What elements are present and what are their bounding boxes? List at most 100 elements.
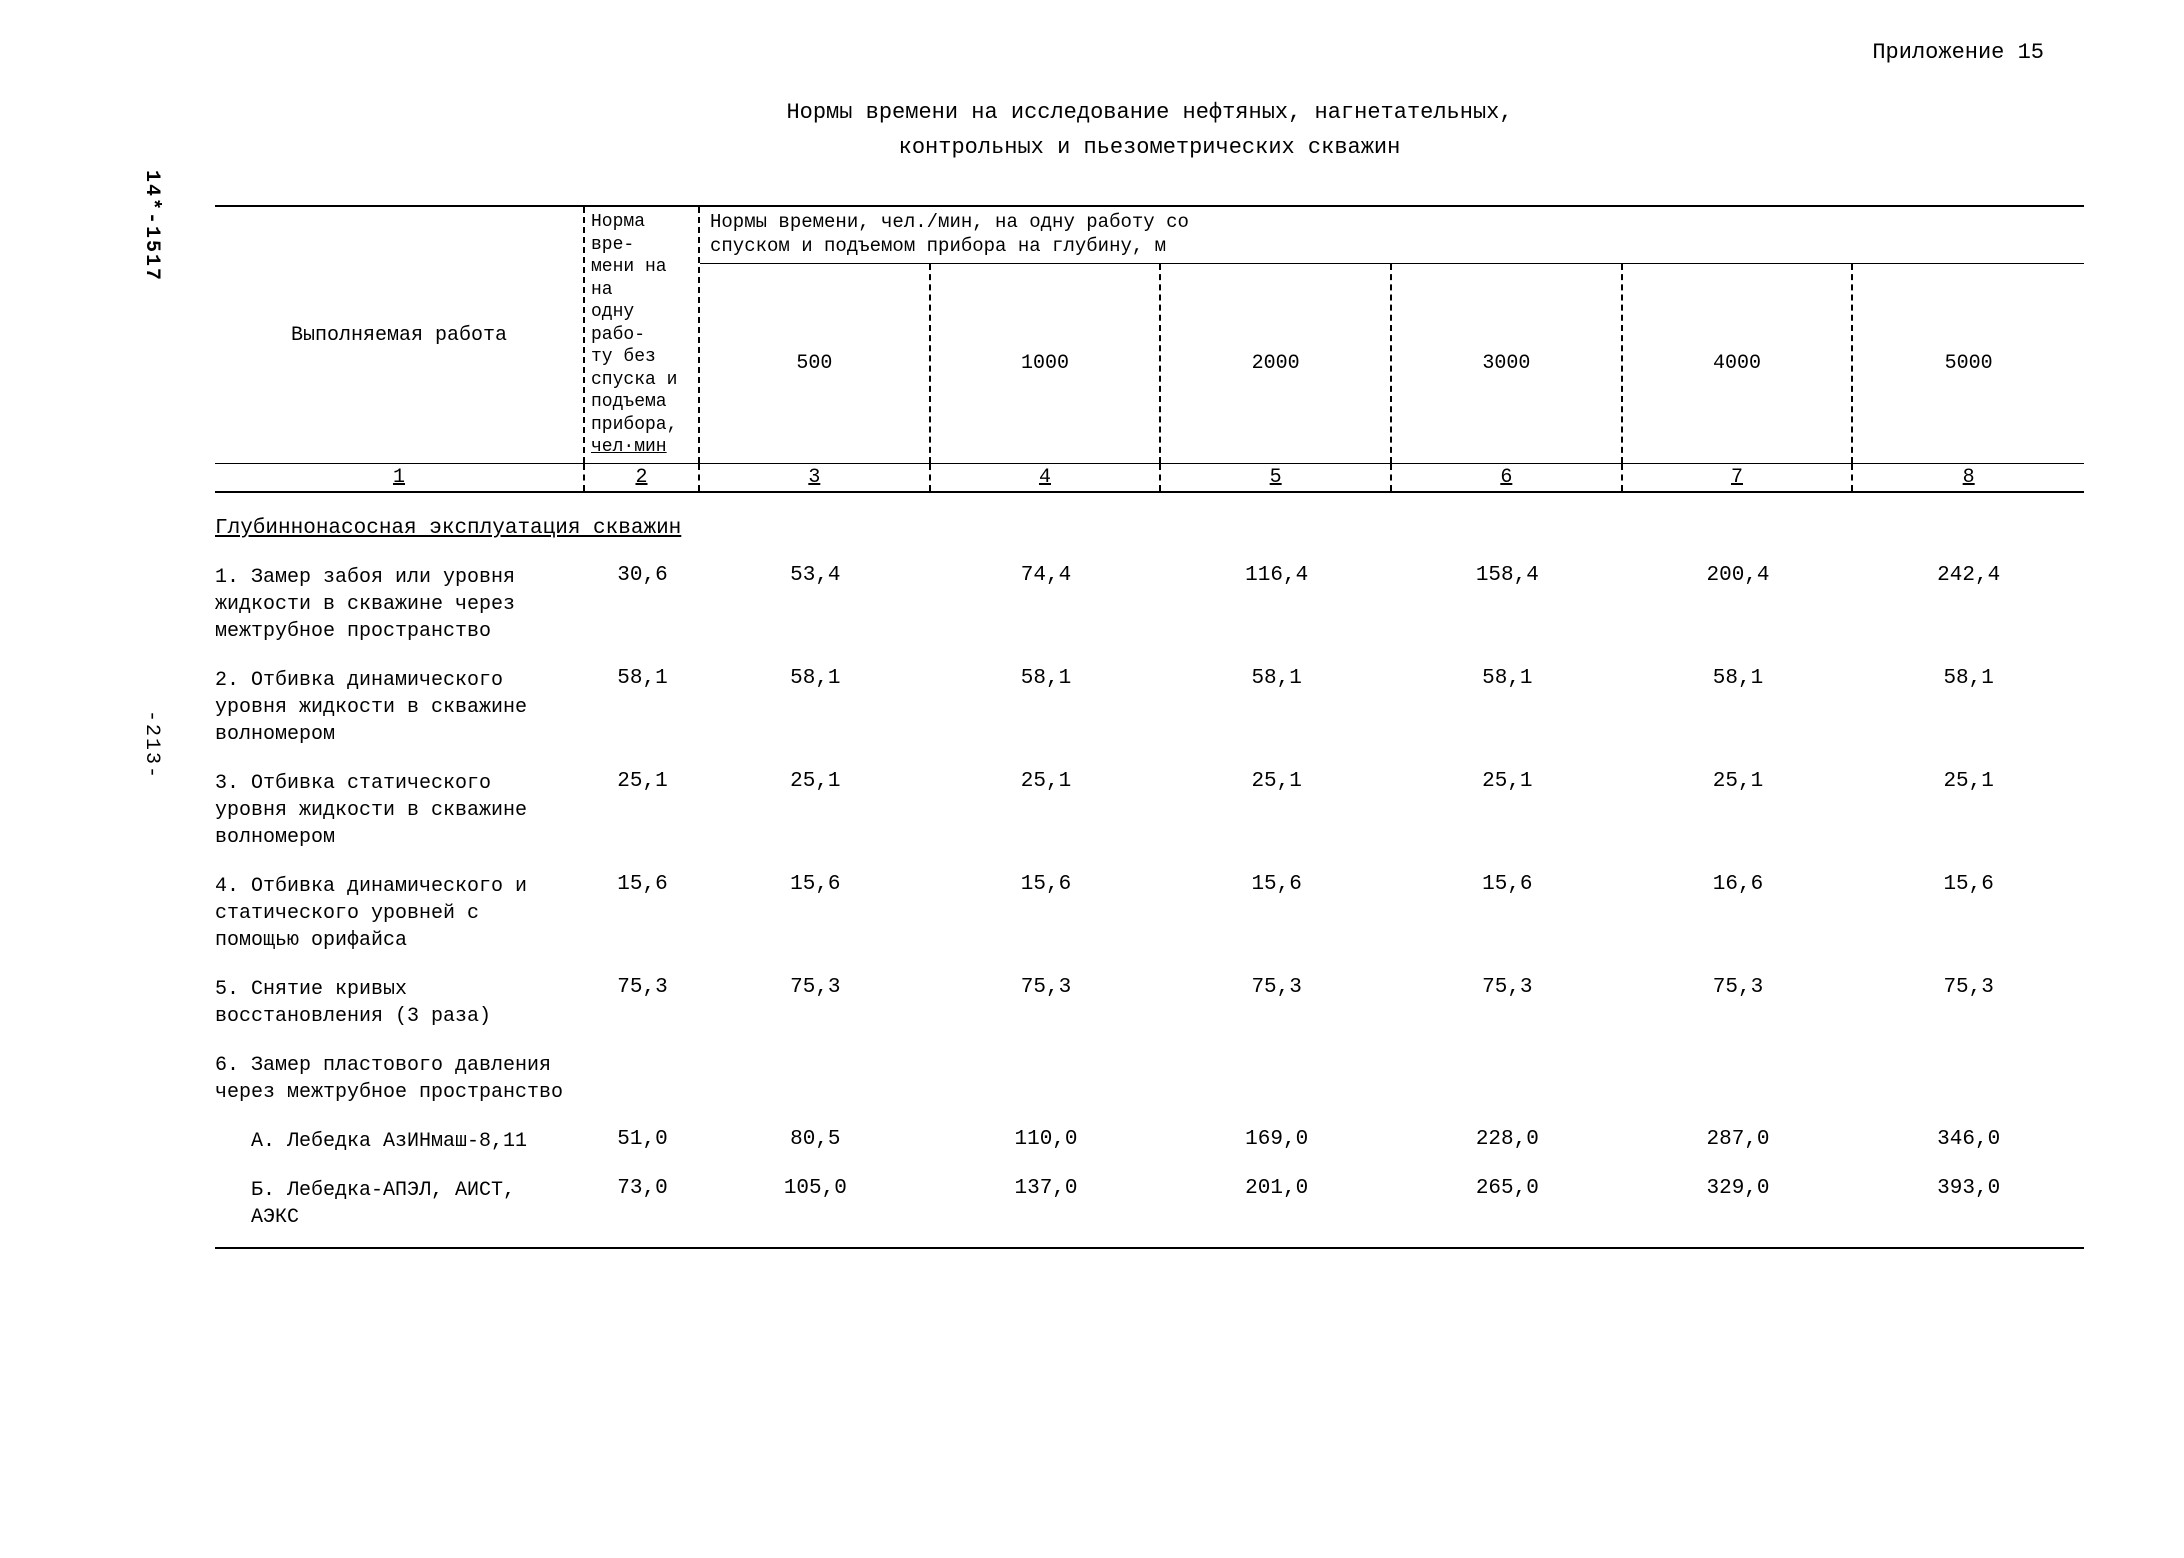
row-value: 58,1 [931, 667, 1162, 690]
table-row: 5. Снятие кривых восстановления (3 раза)… [215, 970, 2084, 1036]
row-value: 15,6 [700, 873, 931, 896]
row-value: 25,1 [1853, 770, 2084, 793]
header-norm-h: чел·мин [591, 437, 667, 457]
header-norm-d: ту без [591, 347, 656, 367]
row-value: 51,0 [585, 1128, 700, 1151]
header-right-a: Нормы времени, чел./мин, на одну работу … [710, 211, 1189, 233]
row-value: 58,1 [1392, 667, 1623, 690]
row-value: 53,4 [700, 564, 931, 587]
header-right-caption: Нормы времени, чел./мин, на одну работу … [700, 207, 2084, 264]
depth-500: 500 [700, 264, 931, 463]
idx-5: 5 [1161, 464, 1392, 491]
row-value: 25,1 [585, 770, 700, 793]
row-value: 265,0 [1392, 1177, 1623, 1200]
table-header: Выполняемая работа Норма вре- мени на на… [215, 207, 2084, 464]
row-description: Б. Лебедка-АПЭЛ, АИСТ, АЭКС [215, 1177, 585, 1231]
row-description: 4. Отбивка динамического и статического … [215, 873, 585, 954]
row-value: 25,1 [1623, 770, 1854, 793]
table-row: 4. Отбивка динамического и статического … [215, 867, 2084, 960]
row-description: 3. Отбивка статического уровня жидкости … [215, 770, 585, 851]
side-label-page: -213- [140, 710, 163, 780]
header-work-column: Выполняемая работа [215, 207, 585, 463]
header-norm-a: Норма вре- [591, 212, 645, 255]
row-value: 58,1 [1161, 667, 1392, 690]
page-title: Нормы времени на исследование нефтяных, … [215, 95, 2084, 165]
row-description: А. Лебедка АзИНмаш-8,11 [215, 1128, 585, 1155]
row-value: 15,6 [931, 873, 1162, 896]
column-index-row: 1 2 3 4 5 6 7 8 [215, 464, 2084, 493]
row-value: 74,4 [931, 564, 1162, 587]
idx-1: 1 [215, 464, 585, 491]
table-row: 1. Замер забоя или уровня жидкости в скв… [215, 558, 2084, 651]
row-value: 110,0 [931, 1128, 1162, 1151]
depth-2000: 2000 [1161, 264, 1392, 463]
section-heading: Глубиннонасосная эксплуатация скважин [215, 493, 2084, 558]
depth-3000: 3000 [1392, 264, 1623, 463]
row-value: 137,0 [931, 1177, 1162, 1200]
row-value: 15,6 [1161, 873, 1392, 896]
idx-6: 6 [1392, 464, 1623, 491]
appendix-label: Приложение 15 [215, 40, 2084, 65]
row-value: 58,1 [700, 667, 931, 690]
header-norm-b: мени на на [591, 257, 667, 300]
table-row: 3. Отбивка статического уровня жидкости … [215, 764, 2084, 857]
row-value: 158,4 [1392, 564, 1623, 587]
side-label-doc-code: 14*-1517 [140, 170, 163, 282]
row-description: 6. Замер пластового давления через межтр… [215, 1052, 585, 1106]
row-value: 346,0 [1853, 1128, 2084, 1151]
row-value: 15,6 [1853, 873, 2084, 896]
table-row: Б. Лебедка-АПЭЛ, АИСТ, АЭКС73,0105,0137,… [215, 1171, 2084, 1237]
norms-table: Выполняемая работа Норма вре- мени на на… [215, 205, 2084, 1249]
row-value: 75,3 [1392, 976, 1623, 999]
row-value: 329,0 [1623, 1177, 1854, 1200]
page-content: Приложение 15 Нормы времени на исследова… [215, 40, 2084, 1249]
header-norm-g: прибора, [591, 415, 677, 435]
row-description: 1. Замер забоя или уровня жидкости в скв… [215, 564, 585, 645]
row-value: 200,4 [1623, 564, 1854, 587]
header-norm-f: подъема [591, 392, 667, 412]
row-value: 75,3 [1161, 976, 1392, 999]
row-description: 5. Снятие кривых восстановления (3 раза) [215, 976, 585, 1030]
row-value: 228,0 [1392, 1128, 1623, 1151]
row-value: 75,3 [1623, 976, 1854, 999]
idx-2: 2 [585, 464, 700, 491]
row-description: 2. Отбивка динамического уровня жидкости… [215, 667, 585, 748]
idx-4: 4 [931, 464, 1162, 491]
title-line-1: Нормы времени на исследование нефтяных, … [215, 95, 2084, 130]
idx-7: 7 [1623, 464, 1854, 491]
row-value: 75,3 [1853, 976, 2084, 999]
header-right-block: Нормы времени, чел./мин, на одну работу … [700, 207, 2084, 463]
row-value: 16,6 [1623, 873, 1854, 896]
row-value: 80,5 [700, 1128, 931, 1151]
row-value: 25,1 [1392, 770, 1623, 793]
idx-3: 3 [700, 464, 931, 491]
depth-4000: 4000 [1623, 264, 1854, 463]
row-value: 58,1 [1853, 667, 2084, 690]
row-value: 75,3 [585, 976, 700, 999]
row-value: 58,1 [585, 667, 700, 690]
row-value: 15,6 [1392, 873, 1623, 896]
header-norm-e: спуска и [591, 370, 677, 390]
row-value: 393,0 [1853, 1177, 2084, 1200]
row-value: 25,1 [931, 770, 1162, 793]
row-value: 75,3 [700, 976, 931, 999]
header-depth-row: 500 1000 2000 3000 4000 5000 [700, 264, 2084, 463]
idx-8: 8 [1853, 464, 2084, 491]
row-value: 73,0 [585, 1177, 700, 1200]
header-right-b: спуском и подъемом прибора на глубину, м [710, 235, 1166, 257]
row-value: 25,1 [1161, 770, 1392, 793]
row-value: 25,1 [700, 770, 931, 793]
table-row: А. Лебедка АзИНмаш-8,1151,080,5110,0169,… [215, 1122, 2084, 1161]
row-value: 15,6 [585, 873, 700, 896]
row-value: 30,6 [585, 564, 700, 587]
depth-1000: 1000 [931, 264, 1162, 463]
title-line-2: контрольных и пьезометрических скважин [215, 130, 2084, 165]
row-value: 105,0 [700, 1177, 931, 1200]
row-value: 169,0 [1161, 1128, 1392, 1151]
table-body: 1. Замер забоя или уровня жидкости в скв… [215, 558, 2084, 1237]
row-value: 242,4 [1853, 564, 2084, 587]
depth-5000: 5000 [1853, 264, 2084, 463]
row-value: 75,3 [931, 976, 1162, 999]
table-row: 6. Замер пластового давления через межтр… [215, 1046, 2084, 1112]
row-value: 58,1 [1623, 667, 1854, 690]
